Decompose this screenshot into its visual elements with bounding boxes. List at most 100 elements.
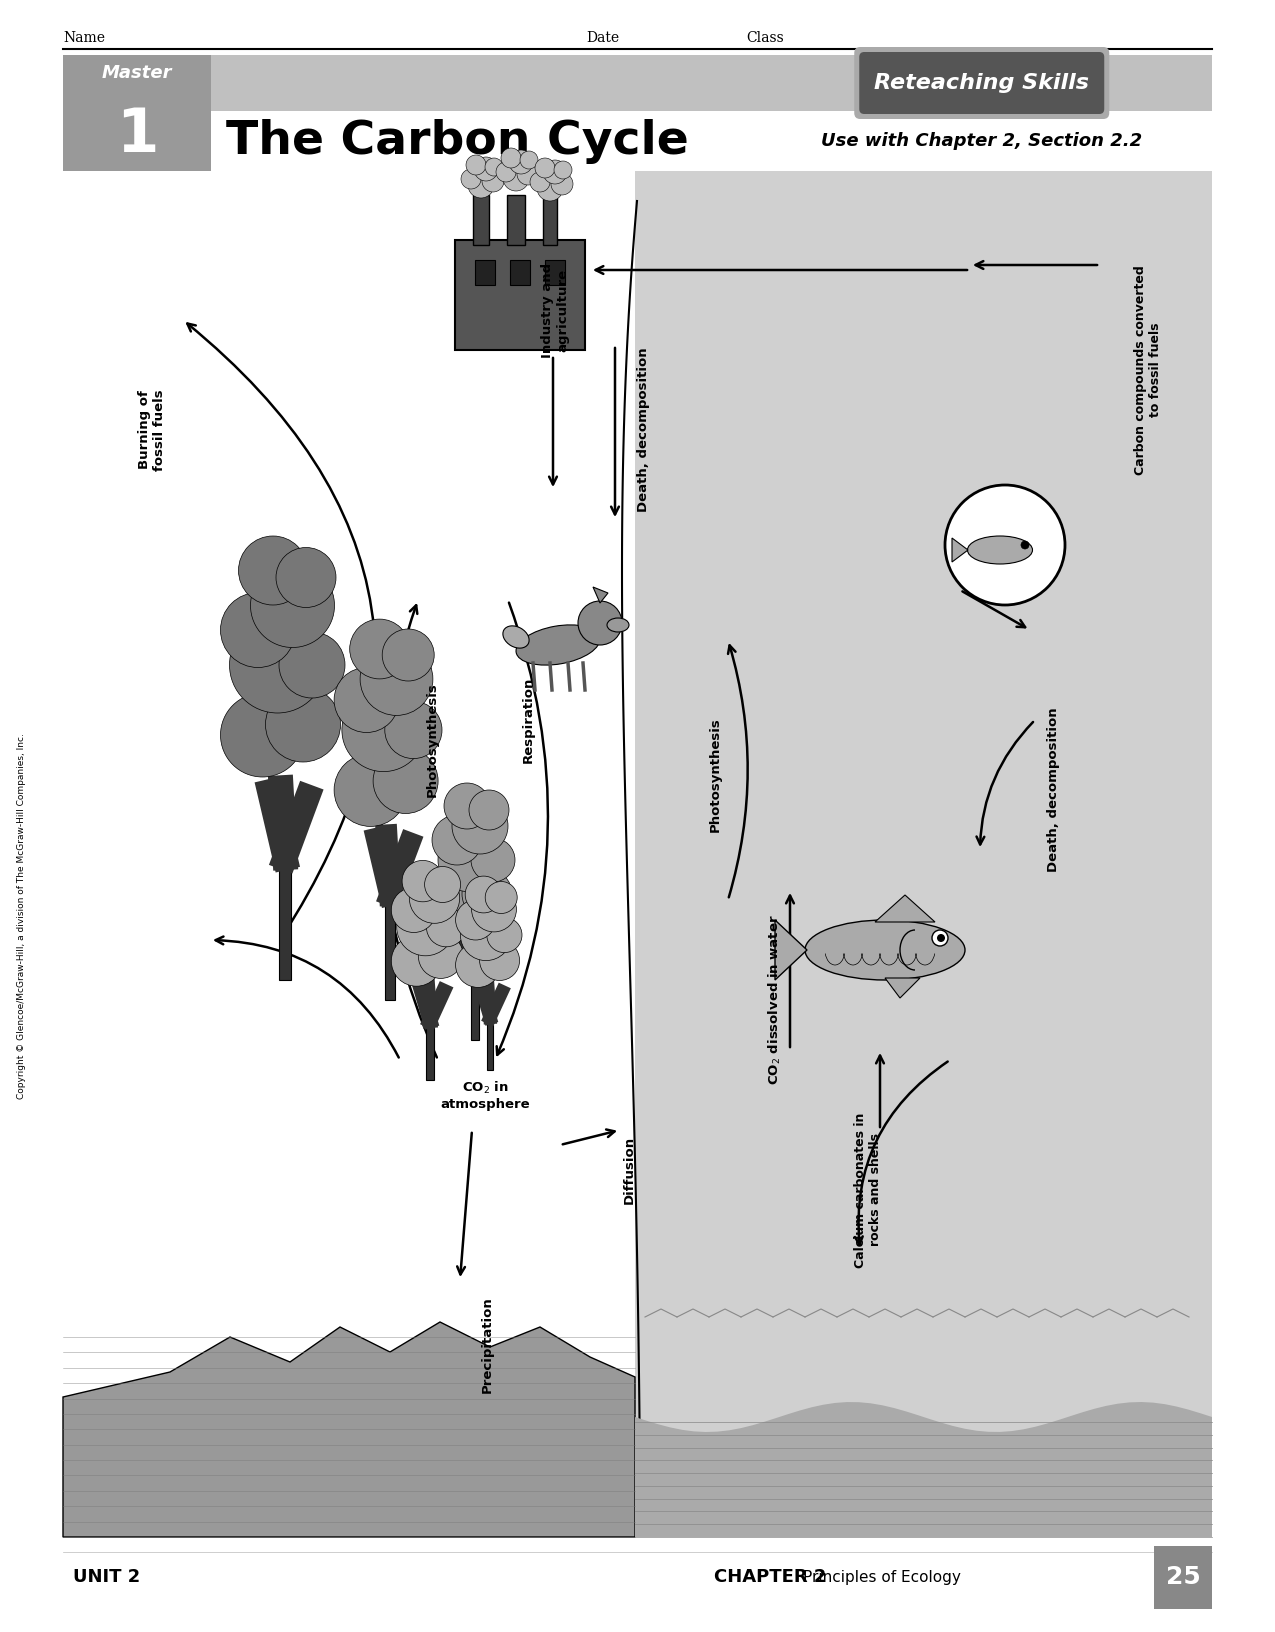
Text: 25: 25 xyxy=(1165,1565,1200,1590)
Circle shape xyxy=(470,837,515,881)
Circle shape xyxy=(426,907,465,947)
FancyBboxPatch shape xyxy=(507,194,525,245)
FancyBboxPatch shape xyxy=(476,259,495,286)
Text: Class: Class xyxy=(746,31,784,46)
Text: UNIT 2: UNIT 2 xyxy=(73,1568,140,1586)
Circle shape xyxy=(479,940,520,981)
Circle shape xyxy=(425,867,460,902)
Ellipse shape xyxy=(805,920,965,979)
Circle shape xyxy=(536,158,555,178)
Polygon shape xyxy=(875,894,935,922)
Text: 1: 1 xyxy=(116,106,158,165)
Circle shape xyxy=(520,152,538,170)
FancyBboxPatch shape xyxy=(62,55,1213,111)
Ellipse shape xyxy=(607,619,629,632)
Text: Carbon compounds converted
to fossil fuels: Carbon compounds converted to fossil fue… xyxy=(1133,264,1162,475)
FancyBboxPatch shape xyxy=(455,240,585,349)
Circle shape xyxy=(465,876,502,912)
Circle shape xyxy=(469,790,509,831)
Text: Photosynthesis: Photosynthesis xyxy=(426,682,439,798)
Circle shape xyxy=(385,702,442,759)
Circle shape xyxy=(230,617,325,713)
Circle shape xyxy=(250,563,334,648)
Text: CO$_2$ in
atmosphere: CO$_2$ in atmosphere xyxy=(440,1079,530,1110)
FancyBboxPatch shape xyxy=(62,55,210,171)
Circle shape xyxy=(397,898,454,956)
Text: Death, decomposition: Death, decomposition xyxy=(636,348,649,512)
Circle shape xyxy=(516,163,539,184)
Text: Use with Chapter 2, Section 2.2: Use with Chapter 2, Section 2.2 xyxy=(821,132,1142,150)
FancyBboxPatch shape xyxy=(470,969,479,1040)
Text: CO$_2$ dissolved in water: CO$_2$ dissolved in water xyxy=(768,914,783,1085)
Circle shape xyxy=(501,149,521,168)
Text: Master: Master xyxy=(102,64,172,82)
Circle shape xyxy=(578,601,622,645)
Circle shape xyxy=(418,934,463,979)
Circle shape xyxy=(484,158,504,176)
Polygon shape xyxy=(885,978,921,999)
Circle shape xyxy=(474,157,499,181)
Polygon shape xyxy=(952,539,968,561)
Circle shape xyxy=(504,165,529,191)
Circle shape xyxy=(462,868,513,919)
Circle shape xyxy=(455,943,500,987)
Circle shape xyxy=(465,155,486,175)
Circle shape xyxy=(374,749,439,813)
Circle shape xyxy=(932,930,949,947)
FancyBboxPatch shape xyxy=(1154,1546,1213,1609)
Text: Date: Date xyxy=(586,31,620,46)
Ellipse shape xyxy=(516,625,601,666)
Text: Calcium carbonates in
rocks and shells: Calcium carbonates in rocks and shells xyxy=(854,1113,882,1268)
FancyBboxPatch shape xyxy=(543,194,557,245)
Polygon shape xyxy=(775,920,807,979)
Text: CHAPTER 2: CHAPTER 2 xyxy=(714,1568,826,1586)
Circle shape xyxy=(496,162,516,183)
Circle shape xyxy=(279,632,346,698)
Circle shape xyxy=(409,873,460,924)
Circle shape xyxy=(265,687,340,762)
Circle shape xyxy=(486,881,518,914)
Text: Reteaching Skills: Reteaching Skills xyxy=(875,73,1089,93)
Circle shape xyxy=(482,170,504,193)
Circle shape xyxy=(453,798,507,854)
Circle shape xyxy=(487,917,521,953)
FancyBboxPatch shape xyxy=(854,47,1109,119)
FancyBboxPatch shape xyxy=(510,259,530,286)
Circle shape xyxy=(334,667,399,733)
Text: Name: Name xyxy=(62,31,105,46)
Text: Respiration: Respiration xyxy=(521,677,534,764)
Circle shape xyxy=(432,814,482,865)
FancyBboxPatch shape xyxy=(385,894,395,1000)
Circle shape xyxy=(444,783,490,829)
Text: Photosynthesis: Photosynthesis xyxy=(709,718,722,832)
FancyBboxPatch shape xyxy=(544,259,565,286)
Circle shape xyxy=(360,643,434,715)
Circle shape xyxy=(238,535,307,605)
FancyBboxPatch shape xyxy=(279,857,291,979)
Ellipse shape xyxy=(968,535,1033,565)
Circle shape xyxy=(509,150,533,175)
Circle shape xyxy=(555,162,572,180)
Text: Principles of Ecology: Principles of Ecology xyxy=(803,1570,961,1585)
Circle shape xyxy=(530,171,550,193)
Text: Copyright © Glencoe/McGraw-Hill, a division of The McGraw-Hill Companies, Inc.: Copyright © Glencoe/McGraw-Hill, a divis… xyxy=(18,733,27,1098)
Text: Burning of
fossil fuels: Burning of fossil fuels xyxy=(138,388,166,470)
Circle shape xyxy=(275,547,337,607)
Polygon shape xyxy=(62,1322,635,1537)
Text: Industry and
agriculture: Industry and agriculture xyxy=(541,263,569,357)
Circle shape xyxy=(349,619,409,679)
Circle shape xyxy=(551,173,572,194)
Circle shape xyxy=(543,160,567,184)
Circle shape xyxy=(472,888,516,932)
Text: Diffusion: Diffusion xyxy=(622,1136,635,1204)
Circle shape xyxy=(391,935,441,986)
Circle shape xyxy=(460,909,511,961)
FancyBboxPatch shape xyxy=(426,1020,434,1080)
FancyBboxPatch shape xyxy=(487,1017,493,1071)
Circle shape xyxy=(945,485,1065,605)
Text: Death, decomposition: Death, decomposition xyxy=(1047,708,1060,873)
Circle shape xyxy=(334,754,407,826)
Circle shape xyxy=(221,694,305,777)
Circle shape xyxy=(537,175,564,201)
FancyBboxPatch shape xyxy=(62,1550,1213,1604)
